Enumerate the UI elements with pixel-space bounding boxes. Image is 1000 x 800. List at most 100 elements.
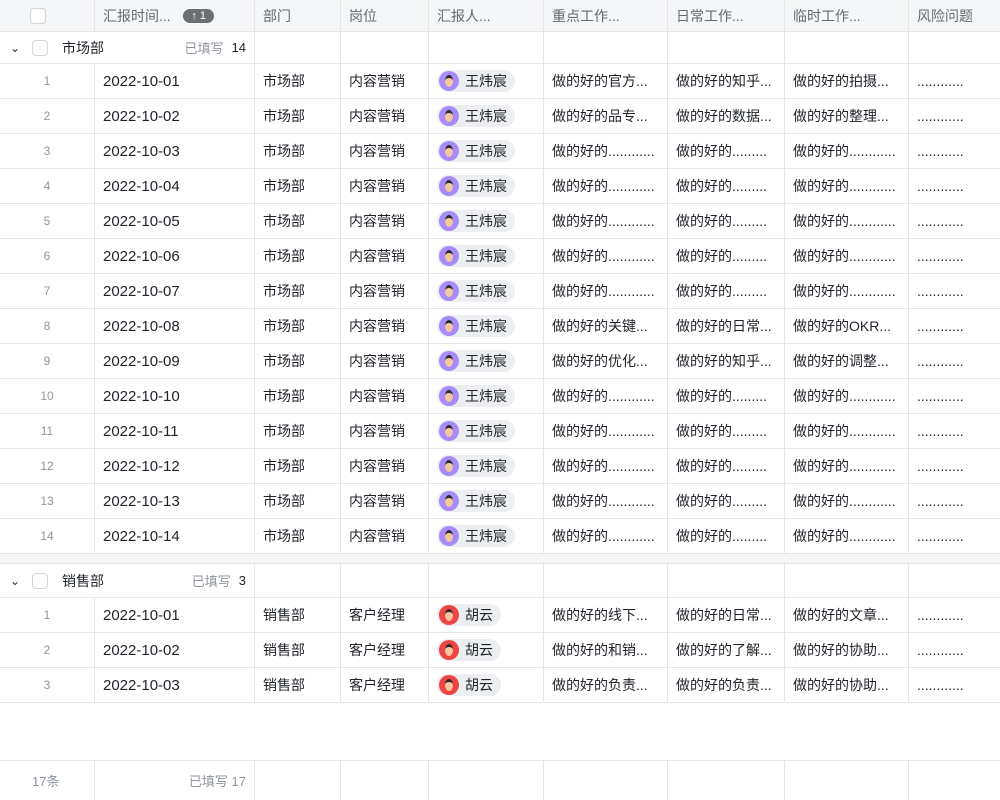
- risk-cell[interactable]: ............: [917, 318, 964, 334]
- risk-cell[interactable]: ............: [917, 143, 964, 159]
- daily-work-cell[interactable]: 做的好的.........: [668, 519, 785, 553]
- temp-work-cell[interactable]: 做的好的............: [785, 379, 909, 413]
- daily-work-cell[interactable]: 做的好的.........: [668, 134, 785, 168]
- key-work-cell[interactable]: 做的好的官方...: [544, 64, 668, 98]
- date-cell[interactable]: 2022-10-12: [95, 449, 255, 483]
- reporter-cell[interactable]: 王炜宸: [429, 99, 544, 133]
- select-all[interactable]: [0, 0, 95, 31]
- daily-work-cell[interactable]: 做的好的.........: [668, 484, 785, 518]
- column-header-risk[interactable]: 风险问题: [917, 7, 973, 24]
- risk-cell[interactable]: ............: [917, 423, 964, 439]
- dept-cell[interactable]: 市场部: [255, 379, 341, 413]
- post-cell[interactable]: 客户经理: [341, 598, 429, 632]
- risk-cell[interactable]: ............: [917, 283, 964, 299]
- risk-cell[interactable]: ............: [917, 108, 964, 124]
- key-work-cell[interactable]: 做的好的............: [544, 134, 668, 168]
- reporter-cell[interactable]: 王炜宸: [429, 169, 544, 203]
- dept-cell[interactable]: 市场部: [255, 519, 341, 553]
- column-header-daily-work[interactable]: 日常工作...: [668, 0, 785, 31]
- table-row[interactable]: 2 2022-10-02 市场部 内容营销 王炜宸 做的好的品专... 做的好的数据... 做…: [0, 99, 1000, 134]
- daily-work-cell[interactable]: 做的好的.........: [668, 239, 785, 273]
- risk-cell[interactable]: ............: [917, 353, 964, 369]
- reporter-cell[interactable]: 王炜宸: [429, 379, 544, 413]
- date-cell[interactable]: 2022-10-08: [95, 309, 255, 343]
- temp-work-cell[interactable]: 做的好的协助...: [785, 668, 909, 702]
- temp-work-cell[interactable]: 做的好的协助...: [785, 633, 909, 667]
- person-chip[interactable]: 王炜宸: [437, 490, 515, 512]
- post-cell[interactable]: 内容营销: [341, 169, 429, 203]
- temp-work-cell[interactable]: 做的好的拍摄...: [785, 64, 909, 98]
- post-cell[interactable]: 客户经理: [341, 668, 429, 702]
- person-chip[interactable]: 胡云: [437, 674, 501, 696]
- post-cell[interactable]: 内容营销: [341, 379, 429, 413]
- person-chip[interactable]: 王炜宸: [437, 105, 515, 127]
- risk-cell[interactable]: ............: [917, 493, 964, 509]
- reporter-cell[interactable]: 王炜宸: [429, 274, 544, 308]
- date-cell[interactable]: 2022-10-14: [95, 519, 255, 553]
- key-work-cell[interactable]: 做的好的............: [544, 484, 668, 518]
- temp-work-cell[interactable]: 做的好的............: [785, 169, 909, 203]
- daily-work-cell[interactable]: 做的好的负责...: [668, 668, 785, 702]
- daily-work-cell[interactable]: 做的好的知乎...: [668, 64, 785, 98]
- table-row[interactable]: 11 2022-10-11 市场部 内容营销 王炜宸 做的好的............ 做的…: [0, 414, 1000, 449]
- column-header-dept[interactable]: 部门: [255, 0, 341, 31]
- column-header-temp-work[interactable]: 临时工作...: [785, 0, 909, 31]
- sort-badge[interactable]: ↑ 1: [183, 8, 214, 23]
- reporter-cell[interactable]: 王炜宸: [429, 344, 544, 378]
- temp-work-cell[interactable]: 做的好的............: [785, 414, 909, 448]
- table-row[interactable]: 1 2022-10-01 市场部 内容营销 王炜宸 做的好的官方... 做的好的知乎... 做…: [0, 64, 1000, 99]
- column-header-date[interactable]: 汇报时间... ↑ 1: [95, 0, 255, 31]
- person-chip[interactable]: 王炜宸: [437, 350, 515, 372]
- date-cell[interactable]: 2022-10-01: [95, 598, 255, 632]
- key-work-cell[interactable]: 做的好的............: [544, 449, 668, 483]
- date-cell[interactable]: 2022-10-02: [95, 99, 255, 133]
- dept-cell[interactable]: 市场部: [255, 309, 341, 343]
- person-chip[interactable]: 胡云: [437, 639, 501, 661]
- table-row[interactable]: 3 2022-10-03 销售部 客户经理 胡云 做的好的负责... 做的好的负责... 做的…: [0, 668, 1000, 703]
- table-row[interactable]: 5 2022-10-05 市场部 内容营销 王炜宸 做的好的............ 做的好…: [0, 204, 1000, 239]
- column-header-reporter[interactable]: 汇报人...: [429, 0, 544, 31]
- person-chip[interactable]: 王炜宸: [437, 70, 515, 92]
- table-row[interactable]: 4 2022-10-04 市场部 内容营销 王炜宸 做的好的............ 做的好…: [0, 169, 1000, 204]
- person-chip[interactable]: 王炜宸: [437, 455, 515, 477]
- key-work-cell[interactable]: 做的好的关键...: [544, 309, 668, 343]
- daily-work-cell[interactable]: 做的好的.........: [668, 414, 785, 448]
- reporter-cell[interactable]: 王炜宸: [429, 309, 544, 343]
- daily-work-cell[interactable]: 做的好的.........: [668, 204, 785, 238]
- post-cell[interactable]: 内容营销: [341, 239, 429, 273]
- key-work-cell[interactable]: 做的好的和销...: [544, 633, 668, 667]
- temp-work-cell[interactable]: 做的好的............: [785, 449, 909, 483]
- reporter-cell[interactable]: 胡云: [429, 633, 544, 667]
- dept-cell[interactable]: 销售部: [255, 633, 341, 667]
- post-cell[interactable]: 内容营销: [341, 344, 429, 378]
- table-row[interactable]: 8 2022-10-08 市场部 内容营销 王炜宸 做的好的关键... 做的好的日常... 做…: [0, 309, 1000, 344]
- reporter-cell[interactable]: 王炜宸: [429, 134, 544, 168]
- dept-cell[interactable]: 市场部: [255, 99, 341, 133]
- post-cell[interactable]: 内容营销: [341, 309, 429, 343]
- risk-cell[interactable]: ............: [917, 528, 964, 544]
- key-work-cell[interactable]: 做的好的............: [544, 169, 668, 203]
- dept-cell[interactable]: 市场部: [255, 134, 341, 168]
- table-row[interactable]: 12 2022-10-12 市场部 内容营销 王炜宸 做的好的............ 做的…: [0, 449, 1000, 484]
- post-cell[interactable]: 内容营销: [341, 99, 429, 133]
- date-cell[interactable]: 2022-10-03: [95, 668, 255, 702]
- date-cell[interactable]: 2022-10-07: [95, 274, 255, 308]
- risk-cell[interactable]: ............: [917, 388, 964, 404]
- risk-cell[interactable]: ............: [917, 642, 964, 658]
- dept-cell[interactable]: 销售部: [255, 598, 341, 632]
- risk-cell[interactable]: ............: [917, 248, 964, 264]
- risk-cell[interactable]: ............: [917, 73, 964, 89]
- key-work-cell[interactable]: 做的好的............: [544, 239, 668, 273]
- date-cell[interactable]: 2022-10-01: [95, 64, 255, 98]
- risk-cell[interactable]: ............: [917, 607, 964, 623]
- person-chip[interactable]: 王炜宸: [437, 210, 515, 232]
- daily-work-cell[interactable]: 做的好的日常...: [668, 309, 785, 343]
- dept-cell[interactable]: 市场部: [255, 204, 341, 238]
- temp-work-cell[interactable]: 做的好的............: [785, 484, 909, 518]
- post-cell[interactable]: 内容营销: [341, 519, 429, 553]
- select-all-checkbox[interactable]: [30, 7, 46, 24]
- risk-cell[interactable]: ............: [917, 213, 964, 229]
- daily-work-cell[interactable]: 做的好的知乎...: [668, 344, 785, 378]
- post-cell[interactable]: 客户经理: [341, 633, 429, 667]
- reporter-cell[interactable]: 王炜宸: [429, 239, 544, 273]
